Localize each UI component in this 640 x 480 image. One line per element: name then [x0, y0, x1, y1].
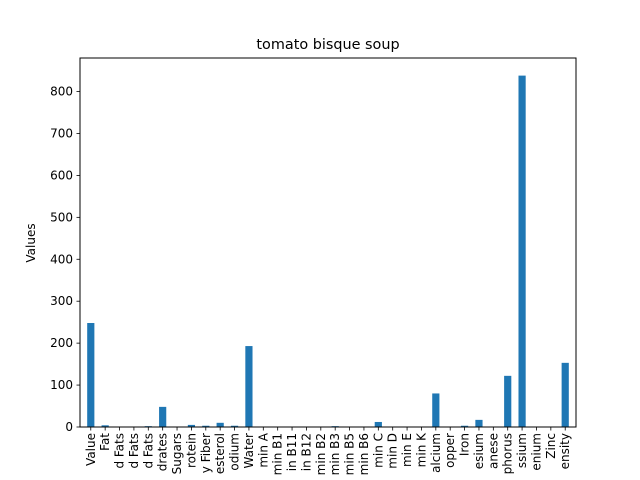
y-tick-label: 800 [50, 85, 73, 99]
x-tick-label: Water [242, 433, 256, 469]
x-tick-label: min C [371, 433, 385, 468]
bar-30 [518, 75, 526, 428]
bar-0 [87, 323, 95, 427]
x-tick-label: drates [156, 433, 170, 471]
bar-1 [101, 425, 109, 427]
y-tick-label: 200 [50, 336, 73, 350]
bar-27 [475, 419, 483, 427]
x-tick-label: min K [414, 432, 428, 467]
bar-10 [230, 425, 239, 427]
bar-7 [187, 424, 196, 427]
bar-26 [460, 425, 469, 427]
bar-20 [374, 421, 382, 427]
x-tick-label: esterol [213, 433, 227, 474]
y-tick-label: 100 [50, 378, 73, 392]
x-tick-label: alcium [429, 433, 443, 473]
y-tick-label: 400 [50, 252, 73, 266]
x-tick-label: ssium [515, 433, 529, 468]
x-tick-label: min B3 [328, 433, 342, 475]
y-axis: 0 100 200 300 400 500 600 700 800 [50, 85, 80, 434]
y-tick-label: 0 [65, 420, 73, 434]
bar-9 [216, 422, 224, 427]
bar-11 [245, 346, 253, 427]
x-tick-label: d Fats [127, 433, 141, 469]
x-tick-label: Iron [458, 433, 472, 456]
x-tick-label: anese [486, 433, 500, 469]
y-tick-label: 300 [50, 294, 73, 308]
y-tick-label: 700 [50, 126, 73, 140]
x-tick-label: y Fiber [199, 433, 213, 473]
x-tick-label: min B5 [343, 433, 357, 475]
x-tick-label: min E [400, 433, 414, 467]
x-axis: Value Fat d Fats d Fats d Fats drates Sugars ro… [84, 427, 572, 475]
x-tick-label: Value [84, 433, 98, 466]
x-tick-label: Fat [98, 433, 112, 451]
x-tick-label: in B11 [285, 433, 299, 471]
x-tick-label: in B12 [299, 433, 313, 471]
bars-group [87, 75, 569, 428]
x-tick-label: d Fats [141, 433, 155, 469]
x-tick-label: rotein [184, 433, 198, 468]
x-tick-label: min B1 [271, 433, 285, 475]
x-tick-label: Sugars [170, 433, 184, 474]
y-tick-label: 600 [50, 168, 73, 182]
bar-5 [159, 406, 167, 427]
y-tick-label: 500 [50, 210, 73, 224]
x-tick-label: min B6 [357, 433, 371, 475]
x-tick-label: ensity [558, 433, 572, 469]
chart-title: tomato bisque soup [256, 37, 399, 53]
x-tick-label: min D [386, 433, 400, 469]
x-tick-label: opper [443, 433, 457, 468]
x-tick-label: d Fats [113, 433, 127, 469]
plot-frame [79, 57, 577, 428]
bar-33 [561, 362, 569, 427]
x-tick-label: min A [256, 432, 270, 467]
x-tick-label: Zinc [544, 433, 558, 459]
bar-8 [202, 425, 210, 427]
y-axis-label: Values [24, 223, 38, 262]
x-tick-label: phorus [501, 433, 515, 474]
x-tick-label: enium [529, 433, 543, 471]
x-tick-label: min B2 [314, 433, 328, 475]
bar-24 [432, 393, 440, 427]
bar-29 [504, 375, 512, 427]
x-tick-label: esium [472, 433, 486, 469]
x-tick-label: odium [228, 433, 242, 471]
